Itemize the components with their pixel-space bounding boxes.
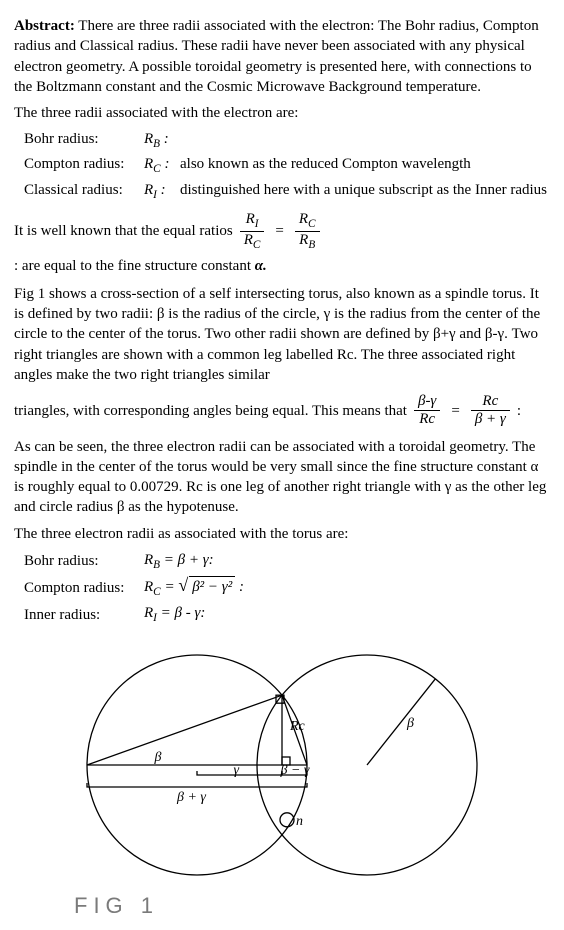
assoc-bohr-label: Bohr radius: — [24, 551, 144, 571]
fig-desc-para-1: Fig 1 shows a cross-section of a self in… — [14, 284, 550, 385]
def-bohr: Bohr radius: RB : — [14, 129, 550, 152]
def-bohr-symbol: RB : — [144, 129, 180, 152]
proportion-frac-1: β-γ Rc — [414, 393, 440, 429]
def-bohr-desc — [180, 129, 550, 152]
equals-sign: = — [275, 221, 283, 241]
def-bohr-label: Bohr radius: — [24, 129, 144, 152]
svg-text:β + γ: β + γ — [176, 790, 206, 805]
def-classical-label: Classical radius: — [24, 180, 144, 203]
assoc-compton: Compton radius: RC = √β² − γ² : — [14, 576, 550, 600]
svg-text:β: β — [406, 716, 414, 731]
abstract-text: There are three radii associated with th… — [14, 18, 539, 95]
assoc-intro: The three electron radii as associated w… — [14, 524, 550, 544]
abstract-label: Abstract: — [14, 18, 75, 34]
ratio-frac-2: RC RB — [295, 211, 320, 252]
def-compton-symbol: RC : — [144, 154, 180, 177]
spindle-torus-diagram: Rc β β γ β − γ β + γ n — [32, 645, 532, 895]
abstract-paragraph: Abstract: There are three radii associat… — [14, 16, 550, 97]
ratio-post-text: : are equal to the fine structure consta… — [14, 256, 267, 276]
assoc-inner-expr: RI = β - γ: — [144, 603, 205, 626]
assoc-inner: Inner radius: RI = β - γ: — [14, 603, 550, 626]
figure-1: Rc β β γ β − γ β + γ n FIG 1 — [14, 645, 550, 921]
def-classical: Classical radius: RI : distinguished her… — [14, 180, 550, 203]
equals-sign-2: = — [451, 401, 459, 421]
def-compton: Compton radius: RC : also known as the r… — [14, 154, 550, 177]
proportion-tail: : — [517, 401, 521, 421]
def-compton-label: Compton radius: — [24, 154, 144, 177]
proportion-statement: triangles, with corresponding angles bei… — [14, 393, 550, 429]
intro-line: The three radii associated with the elec… — [14, 103, 550, 123]
def-compton-desc: also known as the reduced Compton wavele… — [180, 154, 550, 177]
svg-text:γ: γ — [234, 763, 240, 778]
def-classical-desc: distinguished here with a unique subscri… — [180, 180, 550, 203]
assoc-bohr: Bohr radius: RB = β + γ: — [14, 550, 550, 573]
svg-text:β: β — [154, 750, 162, 765]
proportion-pre-text: triangles, with corresponding angles bei… — [14, 401, 407, 421]
fig-desc-para-3: As can be seen, the three electron radii… — [14, 437, 550, 518]
def-classical-symbol: RI : — [144, 180, 180, 203]
ratio-pre-text: It is well known that the equal ratios — [14, 221, 233, 241]
proportion-frac-2: Rc β + γ — [471, 393, 510, 429]
svg-text:Rc: Rc — [289, 719, 306, 734]
assoc-bohr-expr: RB = β + γ: — [144, 550, 214, 573]
assoc-compton-expr: RC = √β² − γ² : — [144, 576, 244, 600]
svg-text:n: n — [296, 813, 303, 828]
ratio-frac-1: RI RC — [240, 211, 265, 252]
assoc-inner-label: Inner radius: — [24, 605, 144, 625]
figure-label: FIG 1 — [14, 891, 550, 921]
ratio-statement: It is well known that the equal ratios R… — [14, 211, 550, 276]
svg-text:β − γ: β − γ — [280, 763, 310, 778]
assoc-compton-label: Compton radius: — [24, 578, 144, 598]
